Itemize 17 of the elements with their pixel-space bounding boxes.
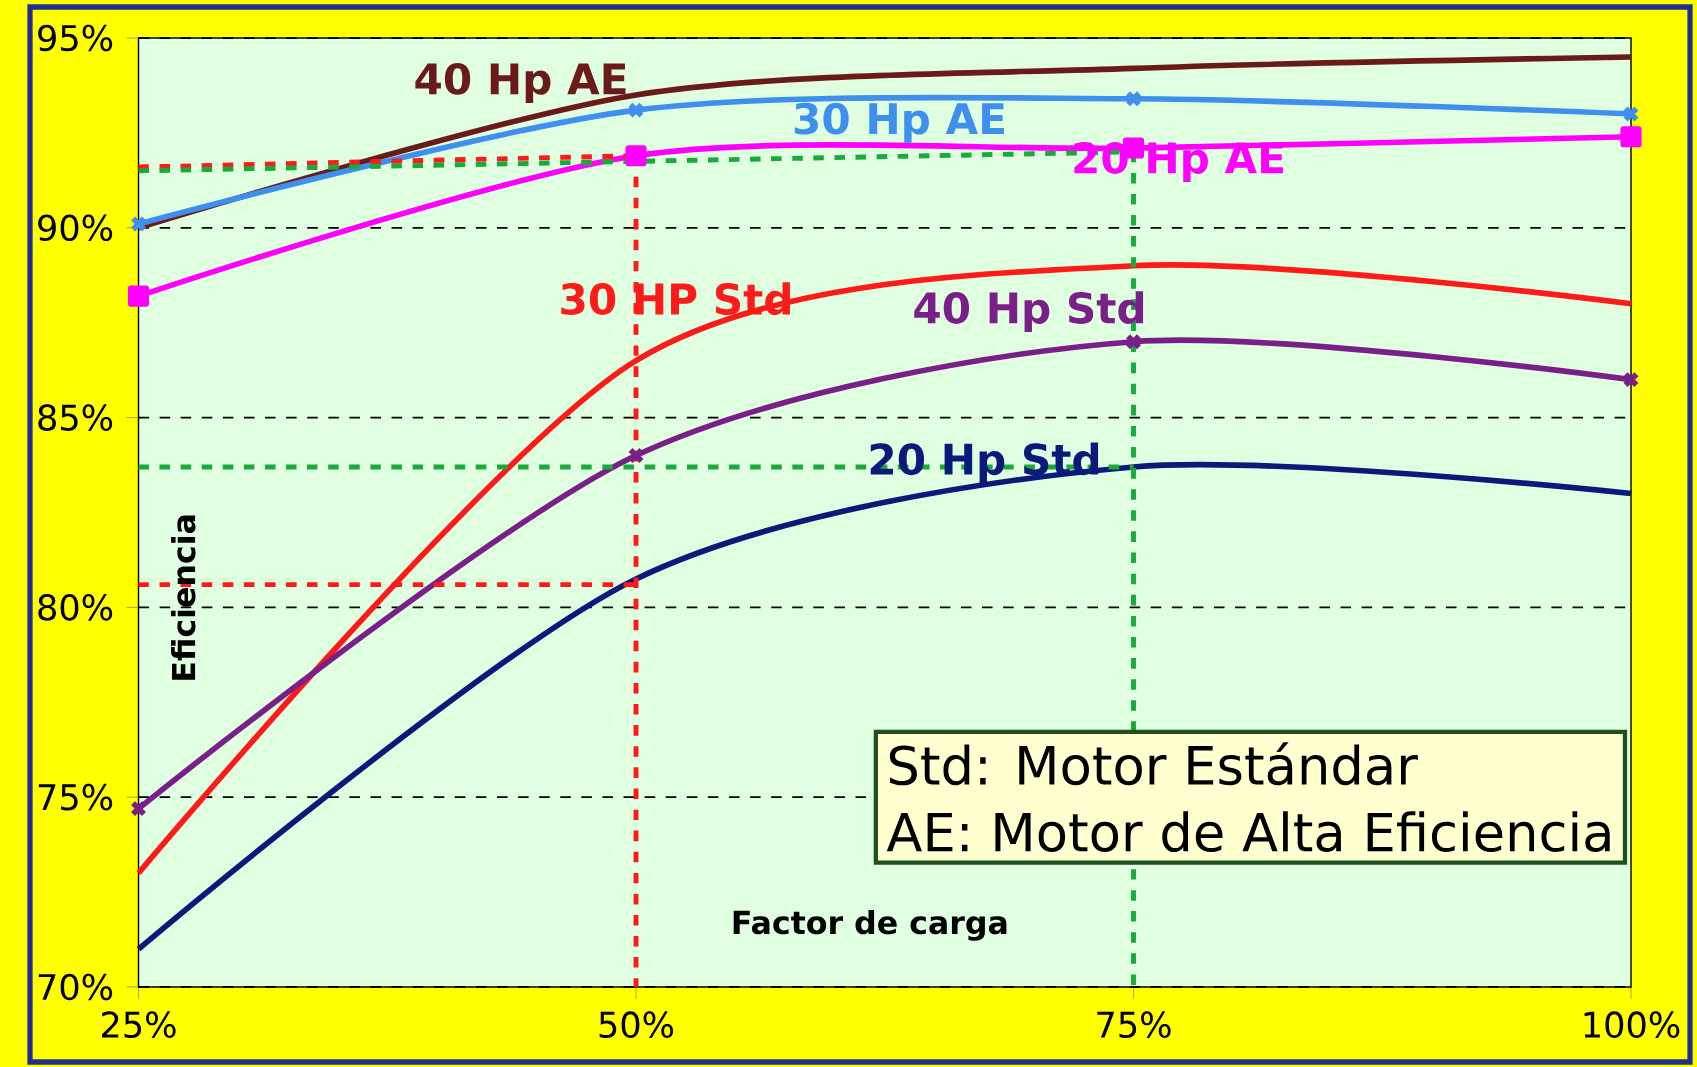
y-tick-label: 70%: [38, 973, 113, 1001]
series-label: 30 Hp AE: [794, 102, 1004, 143]
series-label: 40 Hp AE: [415, 62, 626, 103]
x-axis-title: Factor de carga: [733, 909, 1007, 941]
y-tick-label: 85%: [38, 404, 113, 431]
y-tick-label: 95%: [38, 24, 113, 52]
annotation: Std: Motor Estándar: [889, 742, 1418, 786]
y-tick-label: 80%: [38, 594, 113, 621]
y-tick-label: 75%: [38, 783, 113, 811]
y-tick-label: 90%: [38, 214, 113, 242]
x-tick-label: 50%: [599, 1011, 674, 1038]
series-label: 40 Hp Std: [914, 291, 1144, 333]
x-tick-label: 75%: [1097, 1011, 1171, 1038]
annotation: AE: Motor de Alta Eficiencia: [886, 811, 1610, 853]
x-tick-label: 25%: [102, 1011, 176, 1038]
x-tick-label: 100%: [1584, 1011, 1680, 1038]
y-axis-title: Eficiencia: [171, 515, 196, 680]
